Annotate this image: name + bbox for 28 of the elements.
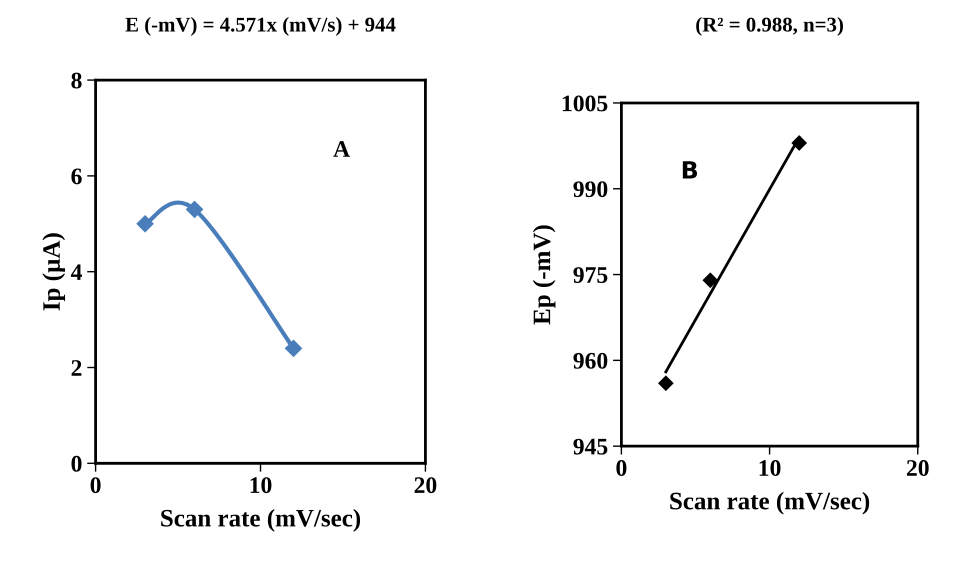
y-axis-title: Ep (-mV) — [532, 225, 556, 324]
x-tick-label: 10 — [250, 477, 272, 494]
y-tick-label: 975 — [573, 267, 608, 283]
y-tick-label: 6 — [71, 168, 82, 184]
x-tick-label: 0 — [616, 460, 626, 476]
point — [136, 215, 154, 232]
chart-title: (R² = 0.988, n=3) — [696, 17, 843, 36]
y-tick-label: 8 — [71, 72, 82, 89]
y-tick-label: 2 — [72, 360, 82, 376]
y-axis-title: Ip (µA) — [42, 233, 66, 310]
point — [702, 272, 718, 288]
y-tick-label: 1005 — [562, 95, 608, 112]
x-tick-label: 10 — [760, 460, 780, 476]
y-tick-label: 990 — [573, 181, 608, 198]
y-tick-label: 4 — [70, 264, 82, 280]
y-tick-label: 960 — [573, 352, 608, 369]
point — [658, 376, 674, 391]
x-axis-title: Scan rate (mV/sec) — [670, 492, 870, 515]
annotation: A — [333, 141, 350, 157]
point — [284, 340, 302, 357]
x-axis-title: Scan rate (mV/sec) — [161, 509, 360, 532]
point — [186, 200, 204, 218]
chart-title: E (-mV) = 4.571x (mV/s) + 944 — [125, 17, 396, 36]
x-tick-label: 0 — [90, 477, 101, 494]
y-tick-label: 945 — [573, 438, 608, 455]
x-tick-label: 20 — [906, 460, 929, 476]
annotation: B — [682, 161, 698, 178]
x-tick-label: 20 — [414, 477, 436, 494]
